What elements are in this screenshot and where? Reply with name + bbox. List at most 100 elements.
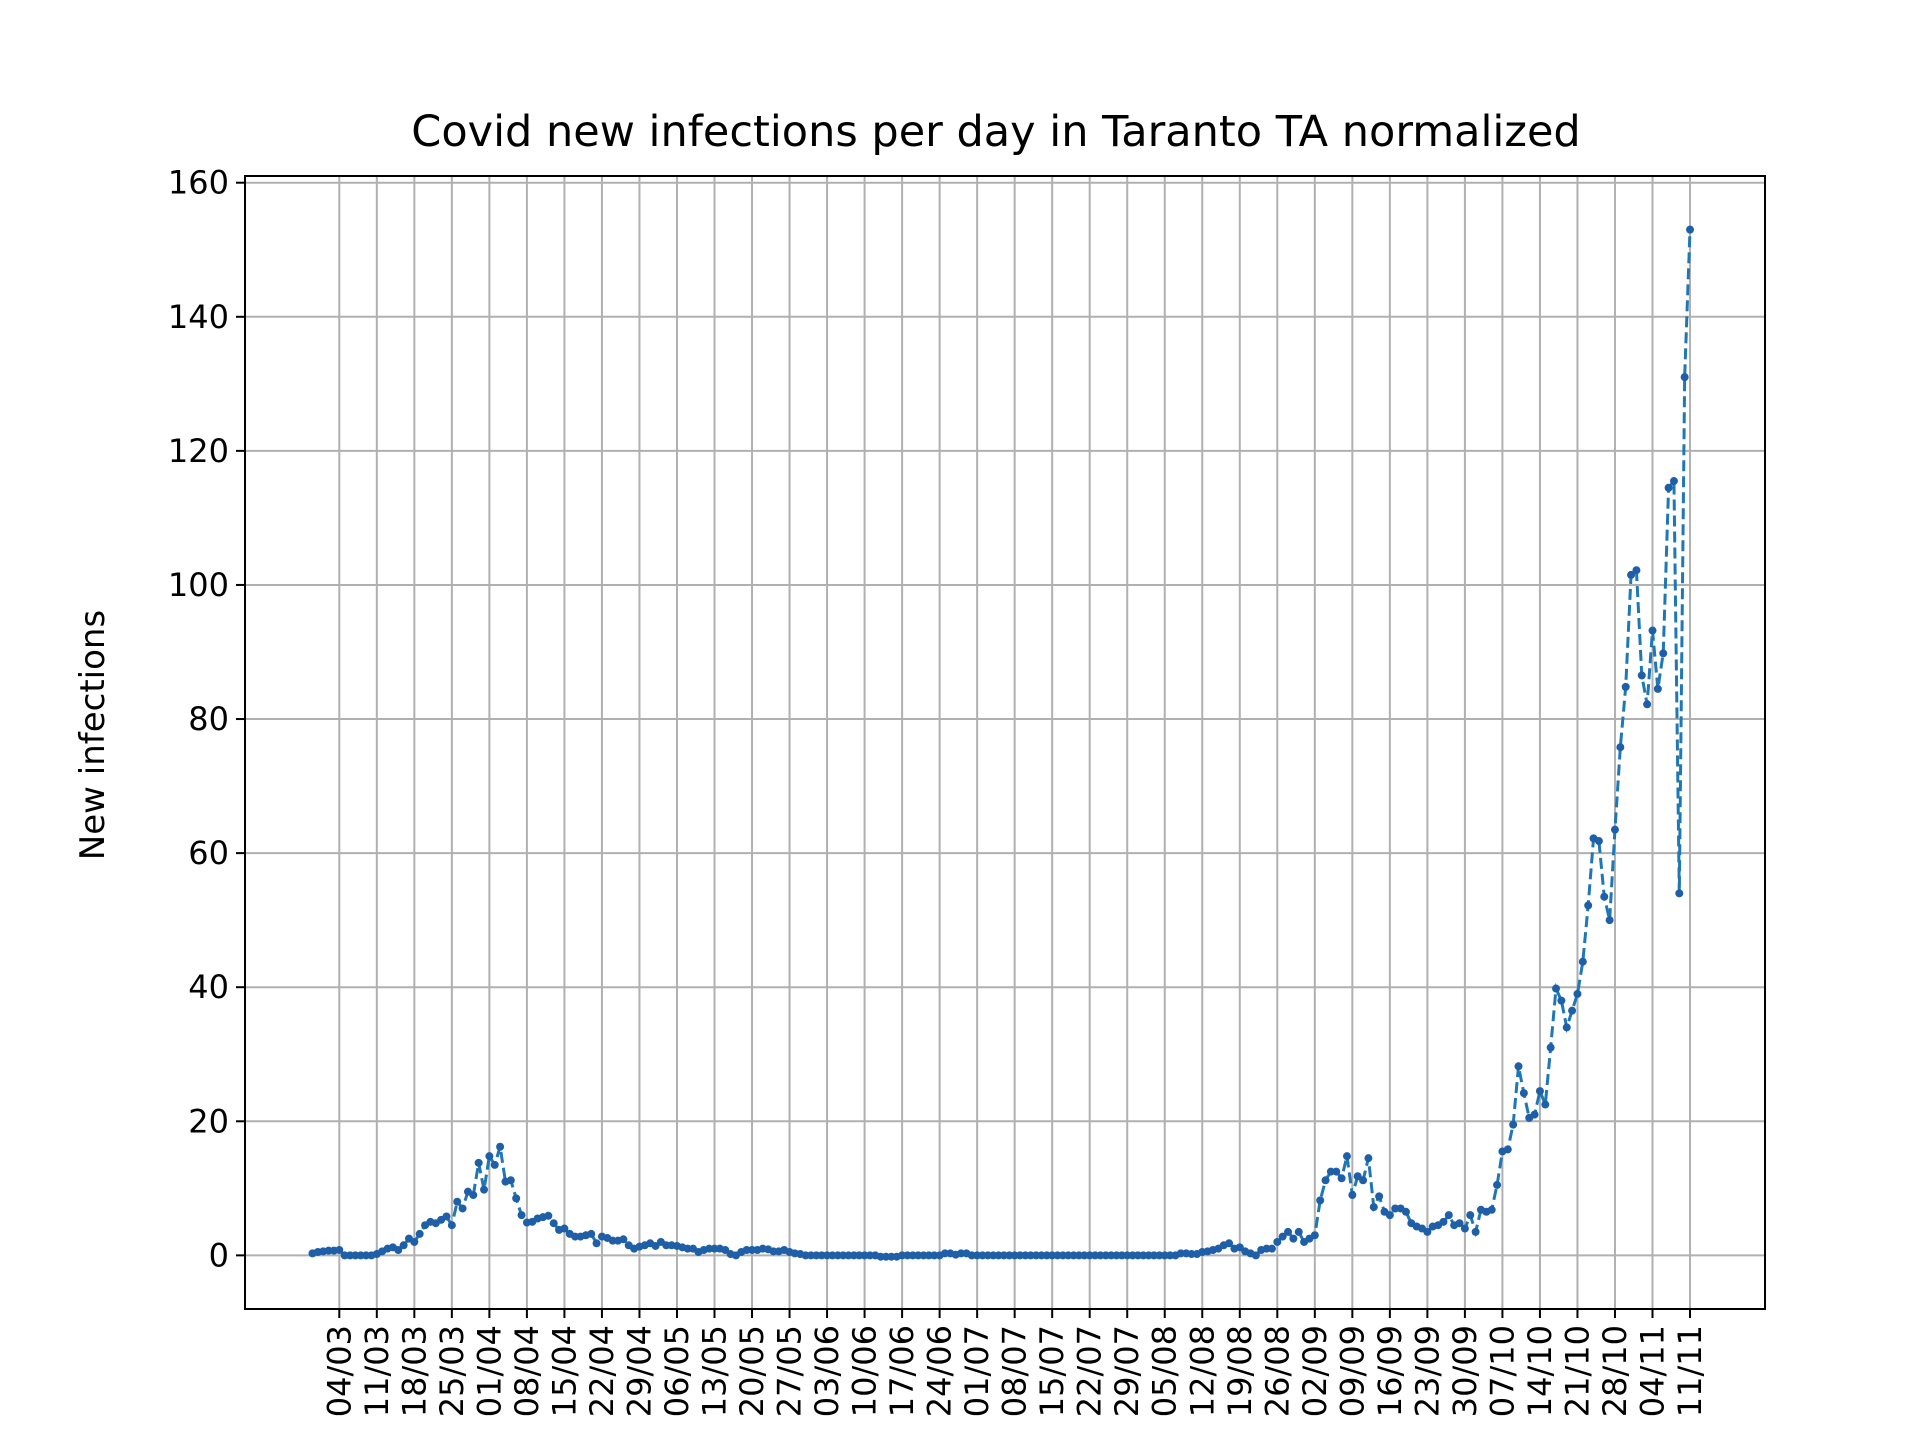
y-tick-label: 80 — [188, 700, 229, 738]
y-axis-ticks: 0 20 40 60 80 100 120 140 160 — [168, 164, 245, 1274]
data-point — [1455, 1219, 1464, 1228]
data-point — [1466, 1211, 1475, 1220]
x-tick-label: 06/05 — [658, 1325, 696, 1417]
data-point — [587, 1229, 596, 1238]
data-point — [1278, 1232, 1287, 1241]
data-point — [1664, 483, 1673, 492]
data-point — [1316, 1196, 1325, 1205]
data-point — [619, 1235, 628, 1244]
data-point — [442, 1212, 451, 1221]
x-tick-label: 29/04 — [620, 1325, 658, 1417]
data-point — [1267, 1244, 1276, 1253]
data-point — [1653, 684, 1662, 693]
data-point — [1321, 1176, 1330, 1185]
data-point — [1573, 989, 1582, 998]
x-tick-label: 10/06 — [846, 1325, 884, 1417]
y-tick-label: 140 — [168, 298, 229, 336]
x-tick-label: 02/09 — [1296, 1325, 1334, 1417]
x-tick-label: 11/11 — [1671, 1325, 1709, 1417]
data-point — [549, 1219, 558, 1228]
data-point — [394, 1246, 403, 1254]
x-tick-label: 08/04 — [508, 1325, 546, 1417]
y-tick-label: 40 — [188, 968, 229, 1006]
data-point — [1541, 1100, 1550, 1109]
data-point — [474, 1158, 483, 1167]
data-point — [1369, 1203, 1378, 1212]
x-tick-label: 24/06 — [921, 1325, 959, 1417]
y-tick-label: 60 — [188, 834, 229, 872]
data-point — [592, 1239, 601, 1248]
x-tick-label: 01/07 — [958, 1325, 996, 1417]
data-point — [1519, 1089, 1528, 1098]
data-point — [410, 1237, 419, 1246]
x-tick-label: 14/10 — [1521, 1325, 1559, 1417]
data-point — [1669, 477, 1678, 486]
data-point — [1444, 1211, 1453, 1220]
data-point — [1251, 1251, 1260, 1260]
data-point — [1600, 892, 1609, 901]
x-tick-label: 19/08 — [1221, 1325, 1259, 1417]
data-point — [1294, 1227, 1303, 1236]
data-point — [1686, 225, 1695, 234]
y-tick-label: 0 — [209, 1236, 229, 1274]
x-tick-label: 16/09 — [1371, 1325, 1409, 1417]
data-point — [1535, 1087, 1544, 1096]
x-tick-label: 22/04 — [583, 1325, 621, 1417]
data-point — [1643, 700, 1652, 709]
x-tick-label: 01/04 — [470, 1325, 508, 1417]
data-point — [1310, 1231, 1319, 1240]
grid-lines — [245, 176, 1765, 1309]
x-tick-label: 30/09 — [1446, 1325, 1484, 1417]
x-tick-label: 29/07 — [1108, 1325, 1146, 1417]
x-tick-label: 28/10 — [1596, 1325, 1634, 1417]
data-point — [1375, 1192, 1384, 1201]
data-point — [1487, 1205, 1496, 1214]
data-point — [517, 1211, 526, 1220]
x-tick-label: 17/06 — [883, 1325, 921, 1417]
data-point — [1284, 1227, 1293, 1236]
data-point — [1632, 566, 1641, 575]
x-tick-label: 15/04 — [545, 1325, 583, 1417]
data-point — [1648, 626, 1657, 635]
x-tick-label: 09/09 — [1333, 1325, 1371, 1417]
data-point — [1401, 1207, 1410, 1216]
data-point — [1503, 1145, 1512, 1154]
chart-title: Covid new infections per day in Taranto … — [411, 107, 1580, 157]
data-point — [1514, 1062, 1523, 1071]
data-point — [453, 1197, 462, 1206]
data-point — [1225, 1239, 1234, 1248]
x-tick-label: 04/03 — [320, 1325, 358, 1417]
y-tick-label: 160 — [168, 164, 229, 202]
data-point — [496, 1142, 505, 1151]
series-markers — [308, 225, 1695, 1261]
data-point — [1364, 1154, 1373, 1163]
x-tick-label: 23/09 — [1408, 1325, 1446, 1417]
data-point — [1359, 1176, 1368, 1185]
data-point — [1385, 1211, 1394, 1220]
data-point — [1337, 1174, 1346, 1183]
data-point — [1460, 1224, 1469, 1233]
data-point — [485, 1152, 494, 1161]
data-point — [1680, 373, 1689, 382]
data-point — [1637, 671, 1646, 680]
x-tick-label: 25/03 — [433, 1325, 471, 1417]
data-point — [1675, 889, 1684, 898]
x-tick-label: 03/06 — [808, 1325, 846, 1417]
data-point — [1509, 1120, 1518, 1129]
data-point — [469, 1191, 478, 1200]
data-point — [1423, 1227, 1432, 1236]
data-point — [1584, 901, 1593, 910]
x-tick-label: 15/07 — [1033, 1325, 1071, 1417]
data-point — [1471, 1227, 1480, 1236]
x-tick-label: 04/11 — [1634, 1325, 1672, 1417]
data-point — [1562, 1023, 1571, 1032]
y-tick-label: 120 — [168, 432, 229, 470]
data-point — [1439, 1217, 1448, 1226]
y-axis-label: New infections — [73, 610, 113, 860]
data-point — [512, 1194, 521, 1203]
data-point — [1552, 984, 1561, 993]
x-axis-ticks: 04/03 11/03 18/03 25/03 01/04 08/04 15/04 22/04… — [320, 1309, 1709, 1417]
data-point — [335, 1246, 344, 1254]
data-point — [506, 1176, 515, 1185]
data-point — [1568, 1006, 1577, 1015]
